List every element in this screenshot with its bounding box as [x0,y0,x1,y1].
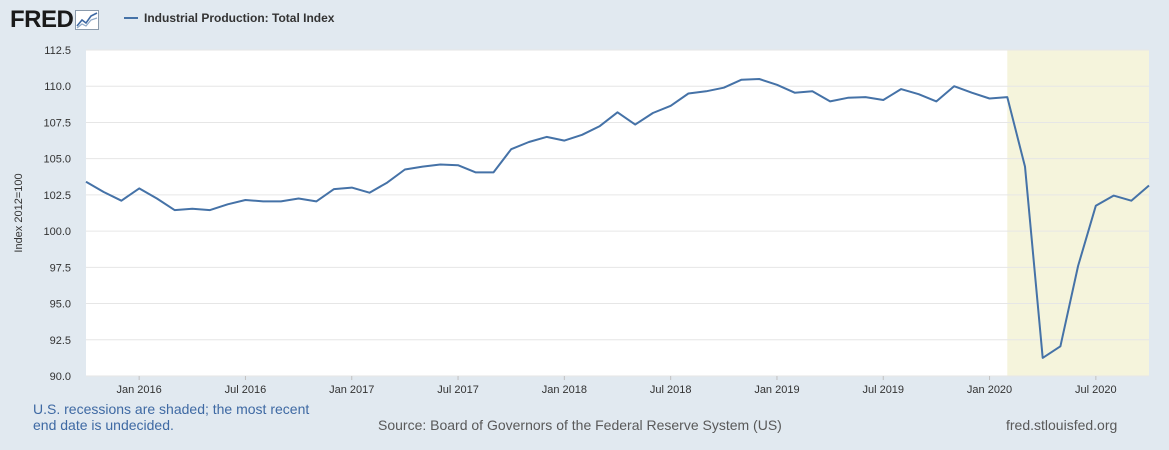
y-tick-label: 112.5 [44,45,71,57]
x-tick-label: Jan 2020 [967,384,1012,396]
x-tick-label: Jul 2019 [862,384,904,396]
y-axis-label: Index 2012=100 [13,173,25,252]
y-tick-label: 100.0 [43,226,71,238]
fred-url-link[interactable]: fred.stlouisfed.org [1006,417,1118,433]
fred-header: FRED [10,6,100,34]
x-tick-label: Jan 2016 [117,384,162,396]
recession-shade [1007,50,1149,376]
legend-swatch [124,17,138,19]
x-tick-label: Jan 2017 [329,384,374,396]
y-tick-label: 107.5 [43,117,71,129]
y-tick-label: 110.0 [44,81,71,93]
fred-logo[interactable]: FRED [10,6,74,33]
recession-note: U.S. recessions are shaded; the most rec… [33,401,310,433]
x-tick-label: Jan 2019 [754,384,799,396]
x-tick-label: Jul 2018 [650,384,692,396]
legend-series-label: Industrial Production: Total Index [144,11,335,25]
chart-legend: Industrial Production: Total Index [124,11,334,25]
plot-area [86,50,1149,376]
x-tick-label: Jan 2018 [542,384,587,396]
y-tick-label: 97.5 [50,262,71,274]
fred-chart-icon [75,10,100,30]
y-tick-label: 90.0 [50,371,71,383]
y-tick-label: 105.0 [43,154,71,166]
y-tick-label: 92.5 [50,335,71,347]
x-tick-label: Jul 2020 [1075,384,1117,396]
y-tick-label: 95.0 [50,299,71,311]
y-tick-label: 102.5 [43,190,71,202]
series-line-industrial-production [85,78,1150,359]
x-tick-label: Jul 2016 [225,384,267,396]
source-note: Source: Board of Governors of the Federa… [378,417,782,433]
x-tick-label: Jul 2017 [437,384,479,396]
